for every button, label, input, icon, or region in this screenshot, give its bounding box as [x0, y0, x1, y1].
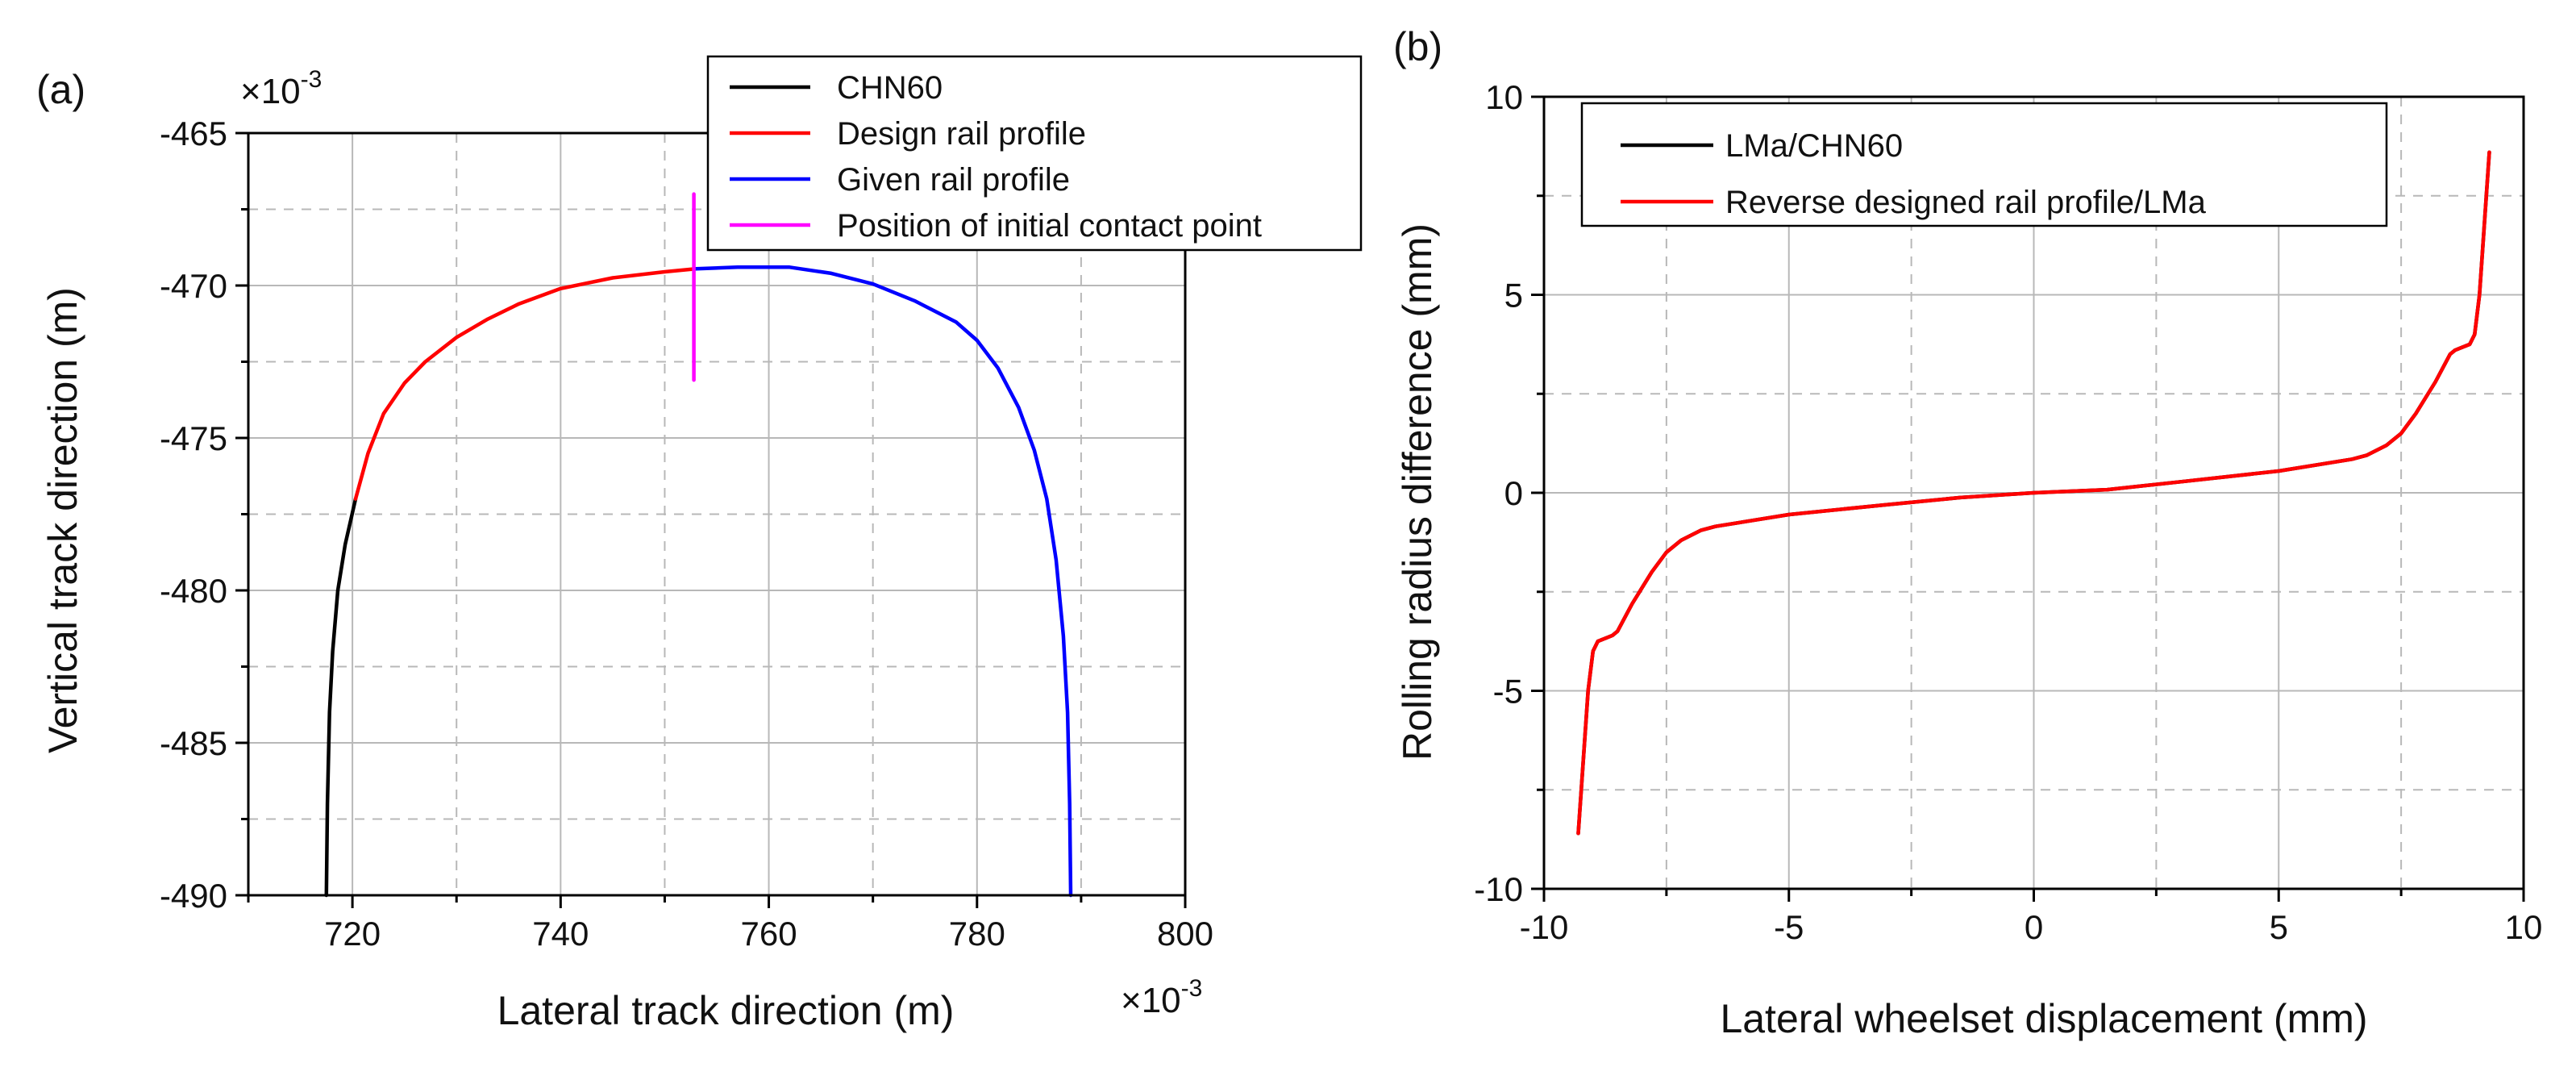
y-tick-label: -5: [1493, 673, 1523, 711]
y-tick-label: -480: [160, 572, 227, 610]
panel-b: (b) -10 -5 0 5 10 -10 -5 0 5 10 Lateral wheelset …: [1393, 24, 2542, 1041]
x-tick-label: 720: [324, 915, 381, 953]
legend-entry: Design rail profile: [837, 116, 1086, 152]
panel-a-ticks: 720 740 760 780 800 -465 -470 -475 -480 -485 -490: [160, 115, 1213, 953]
x-tick-label: 5: [2270, 908, 2288, 946]
x-tick-label: 800: [1157, 915, 1213, 953]
series-line-given-rail-profile: [693, 265, 1073, 898]
y-tick-label: -10: [1474, 870, 1523, 908]
x-tick-label: 760: [741, 915, 797, 953]
panel-b-x-axis-label: Lateral wheelset displacement (mm): [1720, 996, 2367, 1041]
x-tick-label: -5: [1774, 908, 1804, 946]
panel-a-y-axis-label: Vertical track direction (m): [40, 287, 85, 753]
legend-entry: Position of initial contact point: [837, 208, 1262, 244]
panel-b-legend-box: [1580, 102, 2388, 227]
y-tick-label: 10: [1485, 78, 1523, 116]
x-tick-label: 780: [949, 915, 1005, 953]
panel-a-label: (a): [36, 67, 85, 112]
panel-b-y-axis-label: Rolling radius difference (mm): [1395, 223, 1440, 761]
x-tick-label: 10: [2505, 908, 2543, 946]
panel-a-y-multiplier: ×10-3: [240, 66, 322, 111]
panel-b-legend: LMa/CHN60 Reverse designed rail profile/L…: [1580, 102, 2388, 227]
x-tick-label: 0: [2025, 908, 2043, 946]
panel-a-x-axis-label: Lateral track direction (m): [497, 988, 955, 1033]
series-line-chn60: [324, 497, 358, 898]
panel-a-x-multiplier: ×10-3: [1121, 975, 1202, 1020]
legend-entry: LMa/CHN60: [1725, 128, 1903, 164]
y-tick-label: -490: [160, 877, 227, 915]
x-tick-label: 740: [532, 915, 589, 953]
series-line-design-rail-profile: [353, 266, 698, 501]
panel-b-ticks: -10 -5 0 5 10 -10 -5 0 5 10: [1474, 78, 2542, 946]
y-tick-label: -475: [160, 419, 227, 457]
legend-entry: CHN60: [837, 70, 943, 106]
panel-b-series: [1576, 150, 2491, 836]
y-tick-label: 5: [1504, 277, 1523, 315]
y-tick-label: -465: [160, 115, 227, 152]
y-tick-label: -470: [160, 267, 227, 305]
legend-entry: Given rail profile: [837, 162, 1070, 198]
panel-a: (a) ×10-3 720 740 760 780 800 -465 -470 -475 -48…: [36, 55, 1363, 1033]
panel-a-series: [324, 192, 1073, 898]
panel-b-label: (b): [1393, 24, 1442, 69]
y-tick-label: -485: [160, 724, 227, 762]
series-line-reverse-designed-rail-profile-lma: [1576, 150, 2491, 836]
panel-a-legend: CHN60 Design rail profile Given rail profi…: [706, 55, 1363, 252]
panel-a-legend-box: [706, 55, 1363, 252]
y-tick-label: 0: [1504, 474, 1523, 512]
x-tick-label: -10: [1520, 908, 1569, 946]
legend-entry: Reverse designed rail profile/LMa: [1725, 185, 2207, 220]
